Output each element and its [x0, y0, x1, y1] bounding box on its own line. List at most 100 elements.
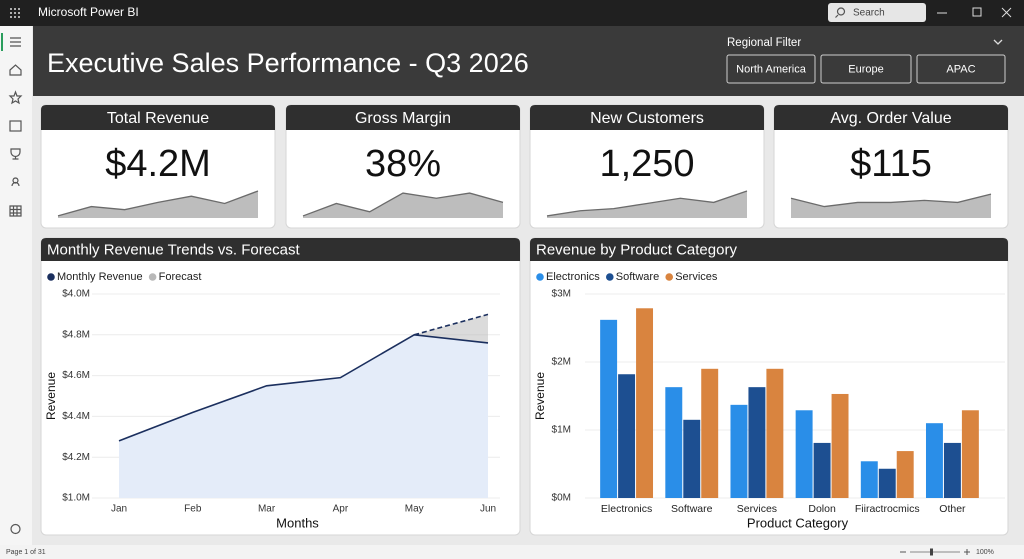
sidebar — [0, 26, 32, 545]
card-header — [286, 105, 520, 130]
report-title: Executive Sales Performance - Q3 2026 — [47, 48, 529, 78]
filter-chevron[interactable] — [993, 39, 1003, 45]
app-title: Microsoft Power BI — [38, 5, 139, 19]
kpi-label: Total Revenue — [107, 110, 209, 127]
forecast-area — [414, 314, 488, 343]
x-tick-label: Software — [671, 503, 713, 515]
dot — [18, 12, 20, 14]
search-icon — [836, 7, 846, 16]
legend-marker — [665, 273, 674, 281]
legend-marker — [605, 273, 614, 281]
y-axis-label: Revenue — [533, 372, 547, 420]
line-series — [118, 333, 489, 442]
legend-label: Forecast — [159, 271, 202, 283]
bar — [795, 410, 813, 498]
legend-label: Electronics — [546, 271, 600, 283]
sparkline — [302, 192, 504, 217]
legend-label: Services — [675, 271, 718, 283]
active-indicator — [1, 33, 3, 51]
kpi-value: $4.2M — [105, 143, 211, 185]
bar — [730, 404, 748, 498]
filter-button[interactable] — [916, 54, 1006, 84]
workspaces-icon[interactable] — [9, 205, 22, 217]
x-tick-label: Services — [737, 503, 777, 515]
goals-icon[interactable] — [10, 148, 21, 160]
x-axis-label: Product Category — [747, 515, 849, 530]
kpi-label: Gross Margin — [355, 110, 451, 127]
legend-label: Monthly Revenue — [57, 271, 143, 283]
favorites-icon[interactable] — [8, 90, 23, 105]
chart-title: Monthly Revenue Trends vs. Forecast — [47, 241, 300, 258]
x-tick-label: Fiiractrocmics — [855, 503, 920, 515]
zoom-level: 100% — [976, 549, 994, 556]
sparkline — [790, 193, 992, 208]
x-tick-label: Dolon — [808, 503, 836, 515]
legend-label: Software — [616, 271, 659, 283]
filter-button[interactable] — [820, 54, 912, 84]
page-indicator: Page 1 of 31 — [6, 549, 46, 556]
dot — [14, 8, 16, 10]
bar — [748, 387, 766, 498]
bar — [813, 442, 831, 498]
status-bar — [0, 545, 1024, 559]
y-tick-label: $3M — [552, 289, 571, 300]
apps-icon[interactable] — [9, 120, 22, 132]
card-header — [41, 105, 275, 130]
people-icon[interactable] — [11, 177, 20, 187]
x-tick-label: Jan — [111, 504, 127, 515]
x-tick-label: Other — [939, 503, 966, 515]
legend-marker — [47, 273, 55, 281]
bar — [683, 419, 701, 498]
search-box[interactable] — [828, 3, 926, 22]
filter-button-label: APAC — [946, 63, 975, 75]
y-tick-label: $1.0M — [62, 493, 90, 504]
x-axis-label: Months — [276, 515, 319, 530]
y-tick-label: $4.2M — [62, 452, 90, 463]
y-axis-label: Revenue — [44, 372, 58, 420]
menu-icon[interactable] — [10, 37, 21, 47]
kpi-value: 38% — [365, 143, 441, 185]
area-fill — [119, 334, 488, 498]
legend-marker — [536, 273, 544, 281]
zoom-in[interactable] — [964, 549, 970, 555]
kpi-value: $115 — [850, 143, 932, 185]
x-tick-label: May — [405, 504, 424, 515]
search-icon — [835, 14, 839, 18]
settings-icon[interactable] — [10, 523, 21, 535]
bar — [766, 368, 784, 498]
bar — [636, 308, 654, 498]
dot — [10, 16, 12, 18]
y-tick-label: $4.6M — [62, 370, 90, 381]
home-icon[interactable] — [9, 64, 22, 76]
card-header — [530, 105, 764, 130]
bar — [701, 368, 719, 498]
card-header — [774, 105, 1008, 130]
dot — [10, 8, 12, 10]
y-tick-label: $4.0M — [62, 289, 90, 300]
filter-label: Regional Filter — [727, 37, 801, 49]
restore-button[interactable] — [972, 7, 982, 17]
zoom-thumb[interactable] — [930, 548, 933, 556]
close-button[interactable] — [1001, 7, 1012, 18]
y-tick-label: $0M — [552, 493, 571, 504]
app-launcher[interactable] — [10, 8, 20, 18]
filter-button-label: North America — [736, 63, 807, 75]
bar — [943, 442, 961, 498]
sparkline — [57, 190, 259, 217]
filter-button[interactable] — [726, 54, 816, 84]
dot — [10, 12, 12, 14]
filter-buttons: North America Europe APAC — [726, 54, 1006, 84]
sparkline-area — [303, 193, 503, 218]
y-tick-label: $4.4M — [62, 411, 90, 422]
sparkline — [546, 190, 748, 217]
bar — [860, 461, 878, 498]
y-tick-label: $2M — [552, 357, 571, 368]
sparkline-area — [547, 191, 747, 218]
kpi-label: Avg. Order Value — [830, 110, 951, 127]
bar — [896, 451, 914, 498]
bar — [665, 387, 683, 498]
filter-button-label: Europe — [848, 63, 883, 75]
dot — [18, 8, 20, 10]
